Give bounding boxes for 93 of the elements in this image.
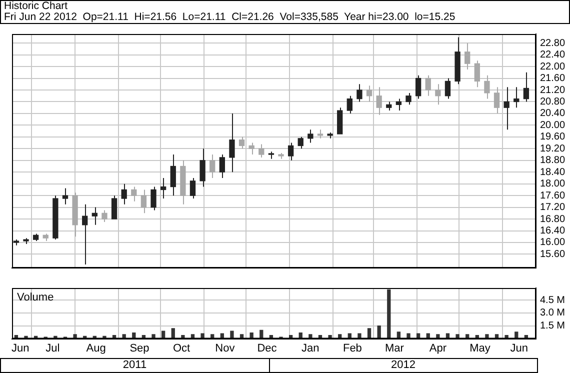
candlestick (484, 74, 490, 100)
y-axis-title: Volume (17, 292, 54, 304)
y-tick-label: 18.80 (540, 155, 566, 166)
candlestick (435, 84, 441, 106)
bar (387, 289, 391, 339)
x-tick-label: Jul (46, 342, 60, 354)
y-tick-label: 16.00 (540, 237, 566, 248)
candlestick (121, 183, 127, 205)
candlestick (415, 74, 422, 100)
candlestick (406, 92, 412, 106)
candlestick (464, 42, 470, 70)
x-tick-label: Mar (385, 342, 404, 354)
y-tick-label: 21.60 (540, 73, 566, 84)
y-tick-label: 20.40 (540, 108, 566, 120)
x-tick-label: Apr (429, 342, 447, 354)
y-tick-label: 21.20 (540, 84, 566, 96)
text: 2012 (268, 359, 537, 372)
y-tick-label: 16.40 (540, 226, 566, 237)
candlestick (504, 86, 510, 130)
y-tick-label: 17.60 (540, 190, 566, 202)
x-tick-label: Dec (257, 342, 278, 354)
candlestick (396, 98, 402, 112)
candlestick (111, 195, 118, 220)
candlestick (298, 136, 304, 150)
x-tick-label: Jan (302, 342, 320, 354)
candlestick (150, 186, 156, 211)
candlestick (444, 78, 451, 100)
y-tick-label: 18.40 (540, 166, 566, 178)
candlestick (102, 210, 108, 222)
bar (152, 334, 156, 339)
y-tick-label: 15.60 (540, 248, 566, 260)
candlestick (238, 136, 245, 150)
x-tick-label: Oct (172, 342, 190, 354)
y-tick-label: 19.20 (540, 143, 566, 154)
chart-subtitle: Fri Jun 22 2012 Op=21.11 Hi=21.56 Lo=21.11 Cl=21.26 Vol=335,585 Year hi=23.00 lo=15.25 (4, 11, 456, 23)
x-tick-label: Sep (130, 342, 150, 354)
candlestick (308, 129, 314, 144)
x-tick-label: Aug (86, 342, 106, 354)
text: 2011 (122, 359, 148, 372)
candlestick (258, 144, 264, 158)
bar (358, 333, 362, 339)
y-tick-label: 3.0 M (540, 308, 566, 319)
chart-title: Historic Chart (4, 0, 69, 12)
candlestick (494, 86, 500, 114)
candlestick (160, 177, 166, 200)
candlestick (210, 154, 216, 178)
candlestick (288, 142, 294, 161)
x-tick-label: May (470, 342, 491, 354)
y-tick-label: 1.5 M (540, 320, 566, 332)
x-tick-label: Jun (510, 342, 528, 354)
y-tick-label: 18.00 (540, 178, 566, 190)
candlestick (376, 86, 382, 116)
bar (367, 328, 372, 339)
candlestick (248, 142, 254, 156)
candlestick (219, 154, 225, 178)
y-tick-label: 22.40 (540, 50, 566, 61)
candlestick (140, 189, 147, 214)
candlestick (366, 85, 372, 102)
candlestick (190, 177, 196, 200)
y-tick-label: 4.5 M (540, 294, 566, 306)
y-tick-label: 20.80 (540, 96, 566, 108)
x-tick-label: Feb (342, 342, 362, 354)
candlestick (474, 60, 480, 88)
x-tick-label: Jun (12, 342, 30, 354)
candlestick (170, 154, 176, 196)
y-tick-label: 22.00 (540, 61, 566, 72)
bar (377, 326, 381, 339)
candlestick (131, 186, 137, 202)
bar (230, 330, 234, 339)
candlestick (229, 112, 235, 173)
bar (73, 334, 77, 339)
bar (456, 334, 460, 339)
x-tick-label: Nov (215, 342, 236, 354)
candlestick (356, 84, 362, 102)
y-tick-label: 22.80 (540, 38, 566, 49)
candlestick (82, 204, 88, 265)
candlestick (62, 188, 68, 205)
bar (200, 333, 204, 339)
y-tick-label: 19.60 (540, 132, 566, 143)
bar (485, 334, 489, 339)
y-tick-label: 16.80 (540, 214, 566, 225)
y-tick-label: 20.00 (540, 120, 566, 131)
y-tick-label: 17.20 (540, 202, 566, 214)
bar (171, 328, 175, 339)
candlestick (523, 72, 530, 102)
bar (308, 334, 312, 339)
candlestick (346, 95, 352, 114)
bar (436, 334, 440, 339)
bar (406, 333, 410, 339)
candlestick (92, 206, 98, 226)
candlestick (514, 86, 520, 108)
candlestick (425, 74, 431, 96)
candlestick (200, 148, 206, 188)
